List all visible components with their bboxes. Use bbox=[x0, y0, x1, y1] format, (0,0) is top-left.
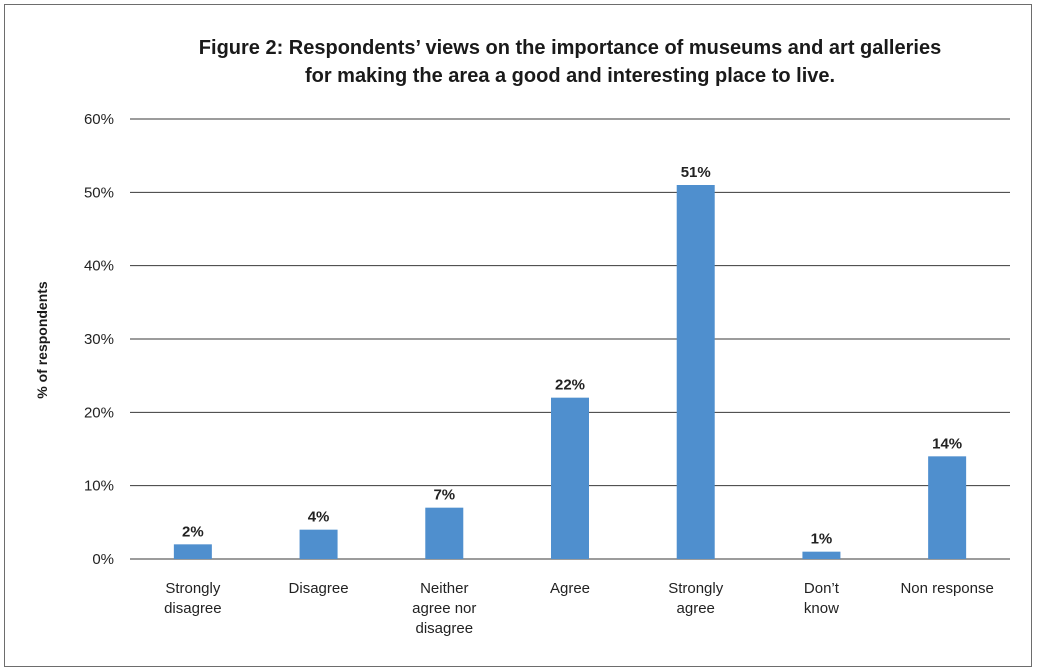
data-label: 22% bbox=[555, 377, 585, 394]
y-tick-label: 20% bbox=[84, 404, 114, 421]
bar bbox=[928, 456, 967, 559]
bar bbox=[173, 544, 212, 559]
y-tick-label: 10% bbox=[84, 478, 114, 495]
chart-title-line-2: for making the area a good and interesti… bbox=[304, 65, 836, 87]
x-tick-label: Don’t bbox=[804, 580, 840, 597]
x-tick-label: agree bbox=[677, 600, 715, 617]
data-label: 4% bbox=[308, 509, 330, 526]
y-tick-label: 40% bbox=[84, 258, 114, 275]
x-tick-label: know bbox=[804, 600, 839, 617]
data-label: 1% bbox=[811, 531, 833, 548]
x-tick-label: Strongly bbox=[165, 580, 221, 597]
x-tick-label: Disagree bbox=[289, 580, 349, 597]
x-tick-label: Neither bbox=[420, 580, 468, 597]
data-label: 2% bbox=[182, 523, 204, 540]
x-tick-label: Strongly bbox=[668, 580, 724, 597]
x-tick-label: disagree bbox=[416, 620, 474, 637]
data-label: 7% bbox=[433, 487, 455, 504]
x-tick-label: disagree bbox=[164, 600, 222, 617]
data-label: 51% bbox=[681, 164, 711, 181]
bar bbox=[802, 551, 841, 559]
y-tick-label: 30% bbox=[84, 331, 114, 348]
x-tick-label: Non response bbox=[900, 580, 993, 597]
y-tick-label: 60% bbox=[84, 111, 114, 128]
x-tick-label: agree nor bbox=[412, 600, 476, 617]
bar bbox=[425, 507, 464, 559]
y-tick-label: 50% bbox=[84, 184, 114, 201]
bar bbox=[299, 529, 338, 559]
bar bbox=[676, 185, 715, 559]
y-tick-label: 0% bbox=[92, 551, 114, 568]
chart-title: Figure 2: Respondents’ views on the impo… bbox=[150, 34, 990, 90]
x-tick-label: Agree bbox=[550, 580, 590, 597]
data-label: 14% bbox=[932, 435, 962, 452]
chart-title-line-1: Figure 2: Respondents’ views on the impo… bbox=[198, 37, 942, 59]
bar bbox=[551, 397, 589, 559]
